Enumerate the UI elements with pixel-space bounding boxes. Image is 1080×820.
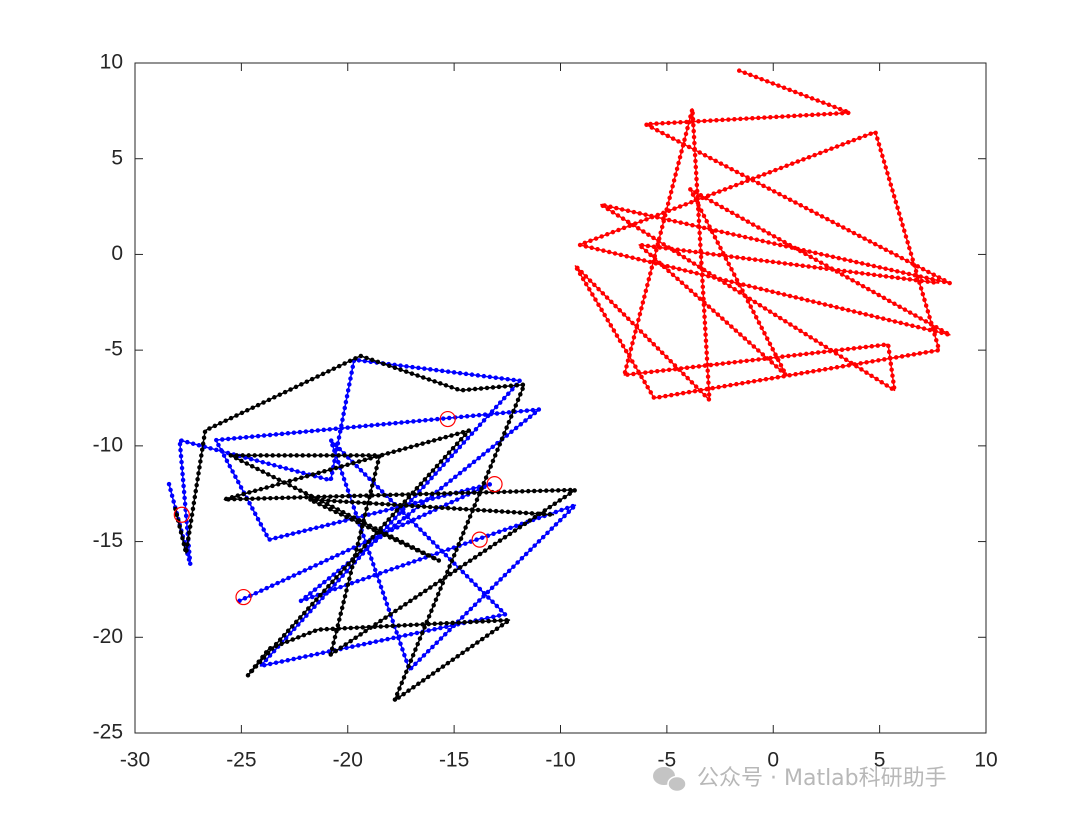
x-tick-label: -5 xyxy=(658,749,677,772)
trajectory-dots xyxy=(166,357,577,674)
trajectory-dots xyxy=(173,353,584,707)
x-tick-label: -10 xyxy=(545,749,575,772)
y-tick-label: 10 xyxy=(100,51,123,74)
watermark-icon xyxy=(653,767,687,793)
y-tick-label: 0 xyxy=(111,242,123,265)
watermark: 公众号 · Matlab科研助手 xyxy=(697,766,947,791)
marker xyxy=(439,410,456,428)
y-tick-label: -25 xyxy=(93,721,123,744)
y-tick-label: -20 xyxy=(93,625,123,648)
marker xyxy=(471,531,488,548)
x-tick-label: -25 xyxy=(226,749,256,772)
y-tick-label: 5 xyxy=(111,146,123,169)
plot-frame xyxy=(134,62,987,734)
y-tick-label: -10 xyxy=(93,433,123,456)
marker xyxy=(235,588,252,606)
x-tick-label: -20 xyxy=(333,749,363,772)
marker xyxy=(173,506,190,523)
x-tick-label: -15 xyxy=(439,749,469,772)
trajectory-dots xyxy=(572,68,951,406)
marker xyxy=(486,476,503,493)
y-tick-label: -5 xyxy=(104,338,123,361)
y-tick-label: -15 xyxy=(93,529,123,552)
x-tick-label: 10 xyxy=(974,749,997,772)
x-tick-label: -30 xyxy=(120,749,150,772)
x-tick-label: 5 xyxy=(874,749,886,772)
x-tick-label: 0 xyxy=(767,749,779,772)
